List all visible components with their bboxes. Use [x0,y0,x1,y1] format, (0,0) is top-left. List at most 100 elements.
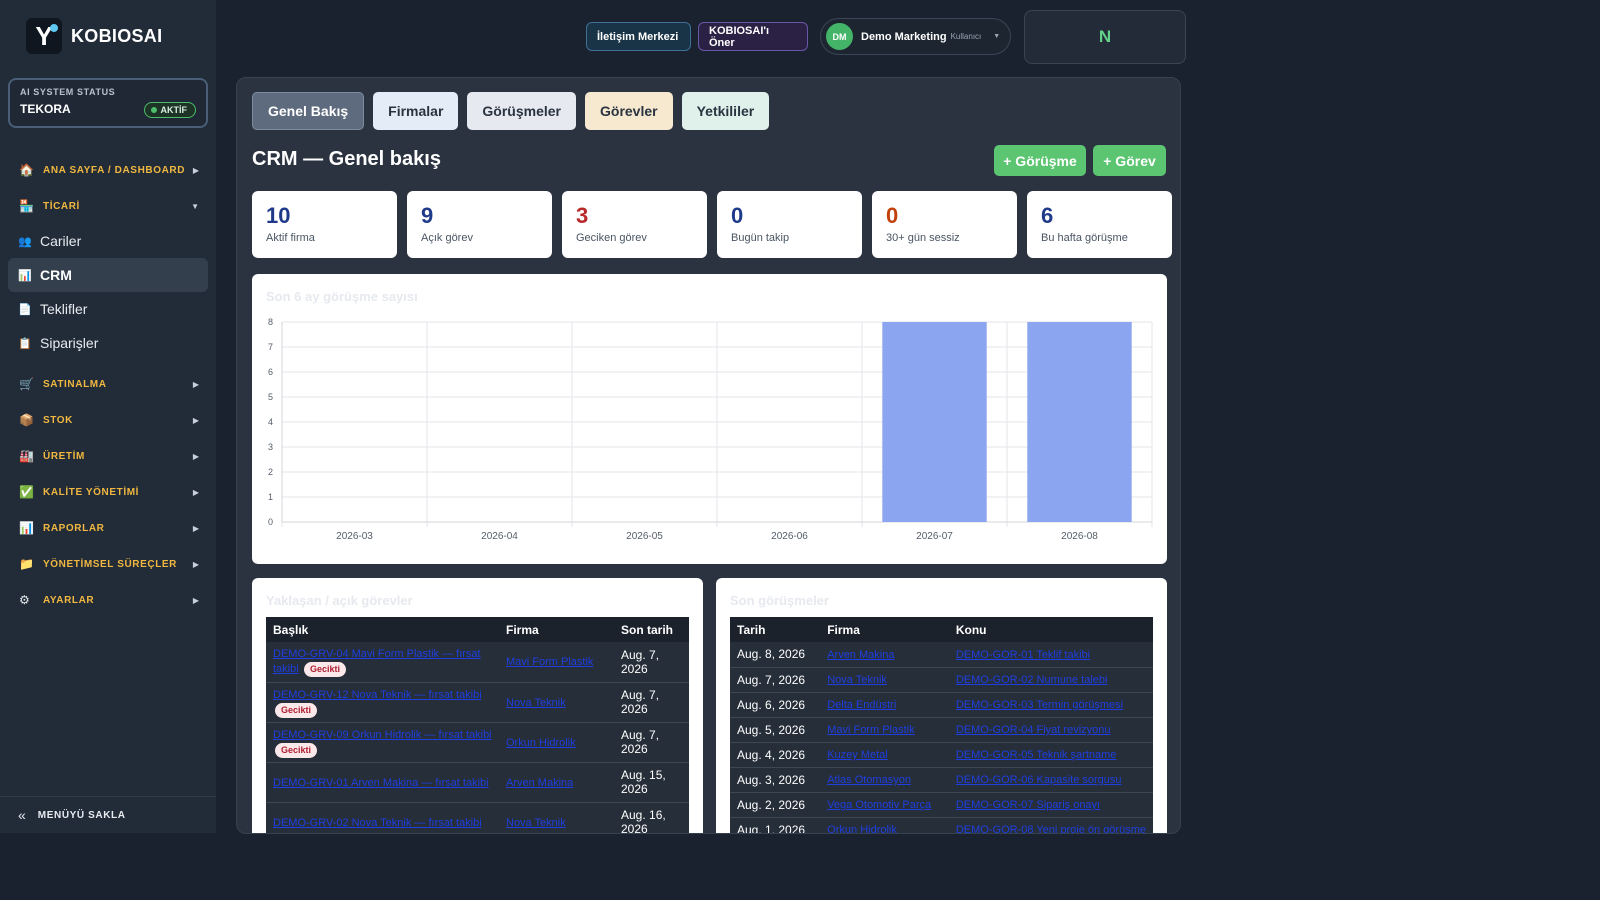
task-title-cell: DEMO-GRV-09 Orkun Hidrolik — fırsat taki… [266,722,499,763]
meeting-konu-cell: DEMO-GOR-04 Fiyat revizyonu [948,717,1153,743]
task-firma-cell: Nova Teknik [499,802,614,833]
firma-link[interactable]: Orkun Hidrolik [506,736,576,749]
nav-group-raporlar[interactable]: 📊 RAPORLAR ▶ [0,510,216,546]
table-row: Aug. 3, 2026 Atlas Otomasyon DEMO-GOR-06 K… [730,767,1153,793]
main-panel: Genel Bakış Firmalar Görüşmeler Görevler… [236,77,1181,834]
firma-link[interactable]: Vega Otomotiv Parça [827,799,932,811]
table-row: DEMO-GRV-02 Nova Teknik — fırsat takibi … [266,802,689,833]
firma-link[interactable]: Delta Endüstri [827,699,897,711]
meeting-date-cell: Aug. 3, 2026 [730,767,821,793]
tab-gorevler[interactable]: Görevler [585,92,673,130]
y-tick-label: 8 [268,317,273,327]
sidebar: Y KOBIOSAI AI SYSTEM STATUS TEKORA AKTİF… [0,0,216,833]
chevron-down-icon: ▼ [993,33,1001,40]
y-tick-label: 2 [268,467,273,477]
tab-yetkililer[interactable]: Yetkililer [681,92,770,130]
task-link[interactable]: DEMO-GRV-12 Nova Teknik — fırsat takibi [273,688,482,701]
firma-link[interactable]: Arven Makina [506,776,574,789]
chevron-right-icon: ▶ [192,415,199,425]
chevron-down-icon: ▼ [191,201,199,211]
sidebar-item-cariler[interactable]: 👥 Cariler [8,224,208,258]
recommend-button[interactable]: KOBIOSAI'ı Öner [698,22,808,51]
n-box[interactable]: N [1024,10,1186,64]
firma-link[interactable]: Mavi Form Plastik [506,656,594,669]
chevron-right-icon: ▶ [192,487,199,497]
y-tick-label: 0 [268,517,273,527]
nav-group-kalite[interactable]: ✅ KALİTE YÖNETİMİ ▶ [0,474,216,510]
task-link[interactable]: DEMO-GRV-09 Orkun Hidrolik — fırsat taki… [273,728,492,741]
tab-firmalar[interactable]: Firmalar [373,92,459,130]
ai-status-badge: AKTİF [143,102,196,118]
nav-group-ayarlar[interactable]: ⚙ AYARLAR ▶ [0,582,216,618]
firma-link[interactable]: Atlas Otomasyon [827,774,911,786]
stat-card-geciken-gorev[interactable]: 3 Geciken görev [562,191,707,258]
meeting-date-cell: Aug. 8, 2026 [730,642,821,668]
clipboard-icon: 📋 [18,337,32,350]
table-row: Aug. 2, 2026 Vega Otomotiv Parça DEMO-GOR-… [730,792,1153,818]
contact-center-button[interactable]: İletişim Merkezi [586,22,691,51]
konu-link[interactable]: DEMO-GOR-08 Yeni proje ön görüşme [955,824,1146,834]
x-tick-label: 2026-06 [771,531,808,542]
sidebar-item-label: Teklifler [40,301,88,317]
nav-group-label: KALİTE YÖNETİMİ [43,486,140,498]
task-date-cell: Aug. 16, 2026 [614,802,689,833]
stat-card-aktif-firma[interactable]: 10 Aktif firma [252,191,397,258]
konu-link[interactable]: DEMO-GOR-02 Numune talebi [955,674,1108,686]
firma-link[interactable]: Arven Makina [827,648,895,661]
stat-card-acik-gorev[interactable]: 9 Açık görev [407,191,552,258]
stat-card-30-gun-sessiz[interactable]: 0 30+ gün sessiz [872,191,1017,258]
firma-link[interactable]: Orkun Hidrolik [827,824,897,834]
task-firma-cell: Orkun Hidrolik [499,722,614,763]
stat-label: Geciken görev [576,232,647,244]
late-badge: Gecikti [304,662,347,678]
user-menu[interactable]: DM Demo Marketing Kullanıcı ▼ [820,18,1011,55]
konu-link[interactable]: DEMO-GOR-01 Teklif takibi [955,648,1091,661]
konu-link[interactable]: DEMO-GOR-03 Termin görüşmesi [955,699,1124,711]
nav-group-yonetimsel[interactable]: 📁 YÖNETİMSEL SÜREÇLER ▶ [0,546,216,582]
collapse-menu-button[interactable]: « MENÜYÜ SAKLA [0,796,216,833]
firma-link[interactable]: Nova Teknik [827,674,887,686]
tab-genel-bakis[interactable]: Genel Bakış [252,92,365,130]
task-link[interactable]: DEMO-GRV-02 Nova Teknik — fırsat takibi [273,816,482,829]
status-dot-icon [150,107,157,113]
firma-link[interactable]: Nova Teknik [506,816,566,829]
column-header: Başlık [266,617,499,642]
add-task-button[interactable]: + Görev [1093,145,1166,176]
nav-group-stok[interactable]: 📦 STOK ▶ [0,402,216,438]
ai-status-badge-label: AKTİF [160,105,188,115]
firma-link[interactable]: Mavi Form Plastik [827,724,915,736]
nav-group-satinalma[interactable]: 🛒 SATINALMA ▶ [0,366,216,402]
nav-group-label: AYARLAR [43,594,95,606]
y-tick-label: 4 [268,417,273,427]
stat-card-bu-hafta-gorusme[interactable]: 6 Bu hafta görüşme [1027,191,1172,258]
stat-card-bugun-takip[interactable]: 0 Bugün takip [717,191,862,258]
sidebar-item-crm[interactable]: 📊 CRM [8,258,208,292]
add-meeting-button[interactable]: + Görüşme [994,145,1086,176]
brand[interactable]: Y KOBIOSAI [0,0,216,72]
firma-link[interactable]: Kuzey Metal [827,749,888,761]
konu-link[interactable]: DEMO-GOR-04 Fiyat revizyonu [955,724,1111,736]
meeting-date-cell: Aug. 1, 2026 [730,817,821,833]
nav-group-uretim[interactable]: 🏭 ÜRETİM ▶ [0,438,216,474]
task-date-cell: Aug. 15, 2026 [614,762,689,803]
table-row: Aug. 6, 2026 Delta Endüstri DEMO-GOR-03 Te… [730,692,1153,718]
stat-value: 0 [731,203,744,228]
nav-group-ticari[interactable]: 🏪 TİCARİ ▼ [0,188,216,224]
task-link[interactable]: DEMO-GRV-04 Mavi Form Plastik — fırsat t… [273,648,481,676]
sidebar-nav: 🏠 ANA SAYFA / DASHBOARD ▶ 🏪 TİCARİ ▼ 👥 C… [0,152,216,618]
sidebar-item-siparisler[interactable]: 📋 Siparişler [8,326,208,360]
chart-icon: 📊 [18,269,32,282]
firma-link[interactable]: Nova Teknik [506,696,566,709]
sidebar-item-teklifler[interactable]: 📄 Teklifler [8,292,208,326]
task-title-cell: DEMO-GRV-04 Mavi Form Plastik — fırsat t… [266,642,499,683]
table-header-row: Tarih Firma Konu [730,617,1153,642]
x-tick-label: 2026-07 [916,531,953,542]
konu-link[interactable]: DEMO-GOR-06 Kapasite sorgusu [955,774,1122,786]
konu-link[interactable]: DEMO-GOR-07 Sipariş onayı [955,799,1101,811]
konu-link[interactable]: DEMO-GOR-05 Teknik şartname [955,749,1117,761]
task-link[interactable]: DEMO-GRV-01 Arven Makina — fırsat takibi [273,776,489,789]
nav-group-dashboard[interactable]: 🏠 ANA SAYFA / DASHBOARD ▶ [0,152,216,188]
store-icon: 🏪 [19,199,34,213]
meeting-date-cell: Aug. 2, 2026 [730,792,821,818]
tab-gorusmeler[interactable]: Görüşmeler [467,92,576,130]
